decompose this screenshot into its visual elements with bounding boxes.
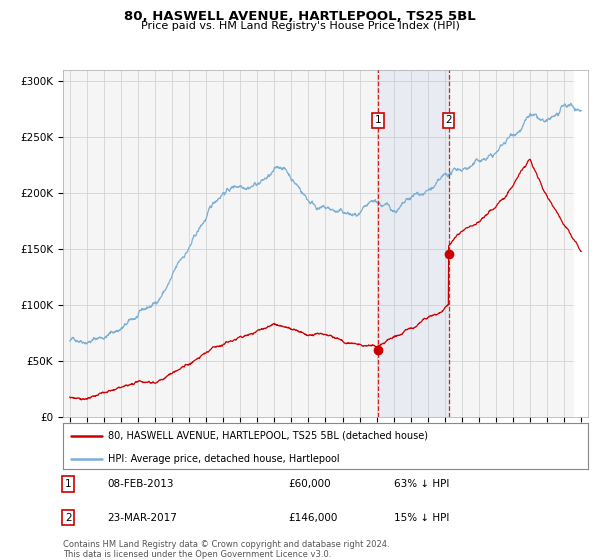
Text: 15% ↓ HPI: 15% ↓ HPI [394,512,449,522]
Text: 80, HASWELL AVENUE, HARTLEPOOL, TS25 5BL (detached house): 80, HASWELL AVENUE, HARTLEPOOL, TS25 5BL… [107,431,428,441]
Bar [574,70,590,417]
Bar [379,70,449,417]
Text: 2: 2 [445,115,452,125]
Text: 63% ↓ HPI: 63% ↓ HPI [394,479,449,489]
Text: 23-MAR-2017: 23-MAR-2017 [107,512,178,522]
Text: This data is licensed under the Open Government Licence v3.0.: This data is licensed under the Open Gov… [63,550,331,559]
Text: 80, HASWELL AVENUE, HARTLEPOOL, TS25 5BL: 80, HASWELL AVENUE, HARTLEPOOL, TS25 5BL [124,10,476,23]
Text: 1: 1 [65,479,71,489]
Text: HPI: Average price, detached house, Hartlepool: HPI: Average price, detached house, Hart… [107,454,339,464]
Text: Contains HM Land Registry data © Crown copyright and database right 2024.: Contains HM Land Registry data © Crown c… [63,540,389,549]
Text: Price paid vs. HM Land Registry's House Price Index (HPI): Price paid vs. HM Land Registry's House … [140,21,460,31]
Text: 2: 2 [65,512,71,522]
Text: 08-FEB-2013: 08-FEB-2013 [107,479,174,489]
Text: £146,000: £146,000 [289,512,338,522]
Text: 1: 1 [375,115,382,125]
Text: £60,000: £60,000 [289,479,331,489]
